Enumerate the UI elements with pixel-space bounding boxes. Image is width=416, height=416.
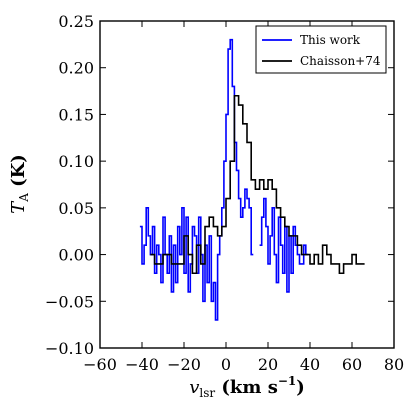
x-tick-label: 60 <box>342 355 362 374</box>
x-tick-label: 0 <box>221 355 231 374</box>
x-axis-label-unit: (km s <box>215 377 278 398</box>
series-line-0 <box>139 38 254 321</box>
series-line-1 <box>259 197 308 293</box>
x-axis-label-main: v <box>189 377 199 398</box>
y-axis-label-main: T <box>8 200 29 214</box>
legend-box <box>255 25 387 74</box>
x-tick-label: 40 <box>300 355 320 374</box>
y-tick-label: 0.10 <box>58 152 94 171</box>
ticks-layer: −60 −40 −20 0 20 40 60 80 −0.10 −0.05 0.00 0.05 0.10… <box>45 12 404 374</box>
y-axis-label-sub: A <box>17 193 31 203</box>
x-tick-label: 20 <box>258 355 278 374</box>
x-tick-label: −60 <box>83 355 117 374</box>
x-axis-label-close: ) <box>296 377 305 398</box>
y-tick-label: 0.20 <box>58 59 94 78</box>
x-axis-label-sub: lsr <box>199 386 215 400</box>
plot-frame <box>99 20 395 349</box>
y-axis-label: TA (K) <box>8 154 31 214</box>
legend-label-this-work: This work <box>300 33 361 47</box>
y-tick-label: −0.05 <box>45 292 94 311</box>
y-tick-label: 0.25 <box>58 12 94 31</box>
y-tick-label: −0.10 <box>45 339 94 358</box>
x-tick-label: −40 <box>125 355 159 374</box>
y-tick-label: 0.05 <box>58 199 94 218</box>
series-layer <box>139 38 365 321</box>
legend-label-chaisson: Chaisson+74 <box>300 54 381 68</box>
y-tick-label: 0.15 <box>58 105 94 124</box>
x-axis-label-exp: −1 <box>278 374 296 388</box>
x-tick-label: 80 <box>384 355 404 374</box>
legend: This work Chaisson+74 <box>255 25 387 74</box>
x-axis-label: vlsr (km s−1) <box>189 374 305 400</box>
y-axis-label-unit: (K) <box>8 154 29 193</box>
x-tick-label: −20 <box>167 355 201 374</box>
y-tick-label: 0.00 <box>58 246 94 265</box>
series-line-2 <box>150 94 365 275</box>
